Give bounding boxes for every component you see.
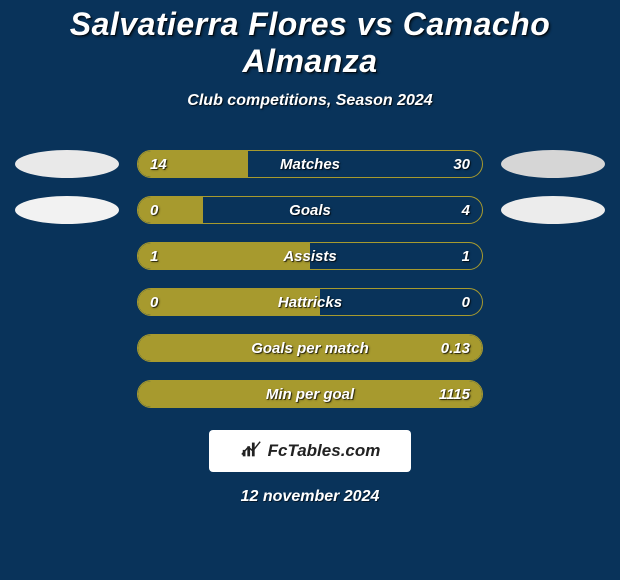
stat-rows: Matches1430Goals04Assists11Hattricks00Go…: [0, 150, 620, 408]
stat-left-value: 1: [150, 243, 158, 269]
stat-row: Matches14 30: [0, 150, 620, 178]
stat-bar: Goals per match0.13: [137, 334, 483, 362]
comparison-infographic: Salvatierra Flores vs Camacho Almanza Cl…: [0, 0, 620, 580]
stat-row: Goals per match0.13: [0, 334, 620, 362]
player-left-logo-placeholder: [15, 150, 119, 178]
date-label: 12 november 2024: [241, 488, 380, 506]
stat-bar: Hattricks0 0: [137, 288, 483, 316]
stat-label: Goals: [138, 197, 482, 223]
stat-row: Hattricks0 0: [0, 288, 620, 316]
stat-left-value: 0: [150, 289, 158, 315]
stat-left-value: 14: [150, 151, 167, 177]
player-left-logo-placeholder: [15, 196, 119, 224]
stat-right-value: 0.13: [441, 335, 470, 361]
stat-row: Goals0 4: [0, 196, 620, 224]
stat-right-value: 30: [453, 151, 470, 177]
source-badge: FcTables.com: [209, 430, 411, 472]
stat-row: Min per goal1115: [0, 380, 620, 408]
stat-right-value: 0: [462, 289, 470, 315]
player-right-logo-placeholder: [501, 196, 605, 224]
stat-row: Assists1 1: [0, 242, 620, 270]
stat-label: Min per goal: [138, 381, 482, 407]
stat-bar: Goals0 4: [137, 196, 483, 224]
stat-label: Goals per match: [138, 335, 482, 361]
stat-left-value: 0: [150, 197, 158, 223]
stat-label: Assists: [138, 243, 482, 269]
stat-label: Hattricks: [138, 289, 482, 315]
chart-icon: [240, 438, 262, 465]
stat-right-value: 4: [462, 197, 470, 223]
stat-right-value: 1115: [439, 381, 470, 407]
player-right-logo-placeholder: [501, 150, 605, 178]
stat-bar: Assists1 1: [137, 242, 483, 270]
page-title: Salvatierra Flores vs Camacho Almanza: [0, 6, 620, 80]
stat-right-value: 1: [462, 243, 470, 269]
stat-label: Matches: [138, 151, 482, 177]
stat-bar: Min per goal1115: [137, 380, 483, 408]
source-badge-text: FcTables.com: [268, 441, 381, 461]
stat-bar: Matches14 30: [137, 150, 483, 178]
subtitle: Club competitions, Season 2024: [187, 92, 432, 110]
